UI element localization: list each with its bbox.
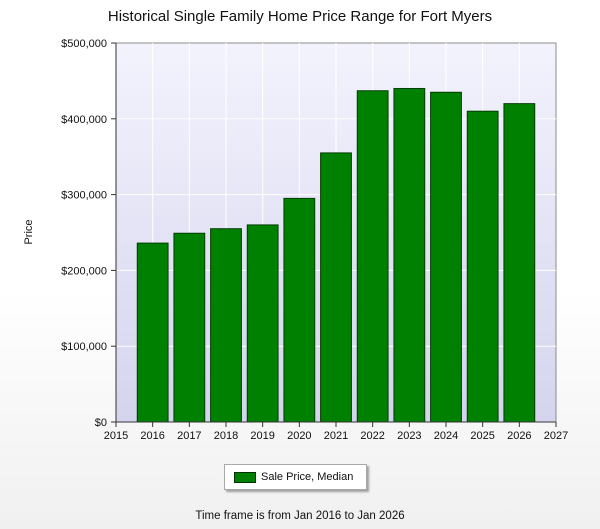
- y-tick-label: $500,000: [61, 38, 107, 50]
- x-tick-label: 2026: [507, 430, 531, 442]
- timeframe-note: Time frame is from Jan 2016 to Jan 2026: [195, 510, 405, 522]
- x-tick-label: 2021: [324, 430, 348, 442]
- x-tick-label: 2022: [360, 430, 384, 442]
- x-tick-label: 2017: [177, 430, 201, 442]
- x-tick-label: 2020: [287, 430, 311, 442]
- x-tick-label: 2019: [250, 430, 274, 442]
- y-axis-label: Price: [23, 219, 35, 244]
- bar: [246, 224, 279, 423]
- bar: [173, 232, 206, 423]
- bar: [393, 87, 426, 423]
- y-tick-label: $100,000: [61, 341, 107, 353]
- legend: Sale Price, Median: [224, 464, 367, 490]
- x-tick-label: 2018: [214, 430, 238, 442]
- legend-label: Sale Price, Median: [261, 471, 354, 483]
- bar: [320, 152, 352, 423]
- x-tick-labels: 2015 2016 2017 2018 2019 2020 2021 2022 2023 2024…: [104, 430, 568, 442]
- y-tick-label: $400,000: [61, 114, 107, 126]
- x-tick-label: 2016: [140, 430, 164, 442]
- x-tick-label: 2027: [544, 430, 568, 442]
- x-tick-label: 2015: [104, 430, 128, 442]
- bar: [210, 228, 242, 423]
- x-tick-label: 2023: [397, 430, 421, 442]
- y-tick-label: $200,000: [61, 265, 107, 277]
- x-tick-label: 2025: [470, 430, 494, 442]
- bar: [503, 103, 536, 423]
- legend-swatch: [234, 471, 256, 483]
- bar: [136, 242, 169, 423]
- bar: [283, 197, 316, 423]
- y-tick-labels: $0 $100,000 $200,000 $300,000 $400,000 $500,0…: [61, 38, 107, 429]
- bar: [466, 110, 499, 423]
- bar: [430, 91, 462, 423]
- chart-title: Historical Single Family Home Price Rang…: [107, 8, 493, 25]
- x-tick-label: 2024: [434, 430, 458, 442]
- bars: [136, 87, 536, 423]
- y-tick-label: $300,000: [61, 190, 107, 202]
- axes: [111, 42, 557, 427]
- y-tick-label: $0: [95, 417, 107, 429]
- bar: [356, 90, 389, 423]
